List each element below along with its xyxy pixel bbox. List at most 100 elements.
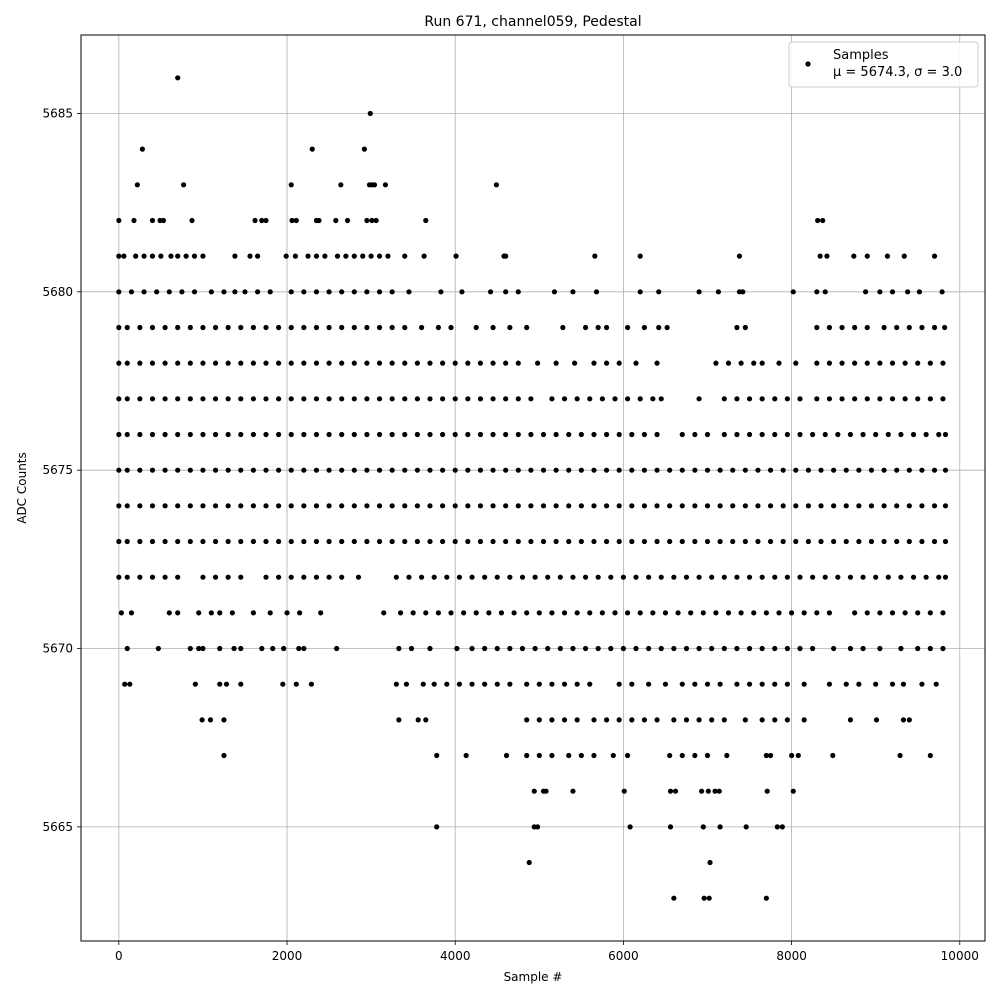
data-point — [667, 467, 673, 473]
data-point — [801, 717, 807, 723]
data-point — [131, 217, 137, 224]
data-point — [221, 717, 227, 723]
data-point — [418, 574, 425, 580]
data-point — [431, 681, 437, 687]
data-point — [503, 467, 509, 473]
data-point — [212, 467, 219, 473]
data-point — [427, 396, 433, 402]
data-point — [308, 681, 315, 687]
data-point — [877, 645, 883, 652]
data-point — [267, 610, 273, 616]
data-point — [814, 324, 820, 331]
data-point — [259, 217, 265, 224]
data-point — [440, 396, 446, 402]
y-axis-label: ADC Counts — [15, 452, 29, 524]
data-point — [465, 467, 471, 473]
data-point — [301, 645, 307, 652]
data-point — [915, 645, 921, 652]
data-point — [549, 717, 555, 723]
data-point — [351, 503, 357, 509]
data-point — [616, 717, 622, 723]
data-point — [124, 431, 130, 438]
data-point — [650, 396, 656, 402]
legend-stats: μ = 5674.3, σ = 3.0 — [833, 65, 962, 80]
data-point — [679, 752, 685, 759]
data-point — [898, 645, 904, 652]
data-point — [284, 610, 290, 616]
data-point — [919, 503, 925, 509]
data-point — [763, 610, 769, 616]
data-point — [805, 538, 812, 545]
data-point — [860, 431, 866, 438]
data-point — [414, 360, 420, 366]
data-point — [364, 324, 370, 331]
data-point — [822, 574, 828, 580]
data-point — [212, 503, 219, 509]
data-point — [587, 681, 593, 687]
data-point — [927, 752, 933, 759]
data-point — [490, 396, 496, 402]
data-point — [730, 503, 736, 509]
data-point — [371, 182, 378, 188]
data-point — [339, 431, 345, 438]
data-point — [427, 360, 433, 366]
data-point — [767, 503, 774, 509]
data-point — [393, 574, 399, 580]
data-point — [116, 217, 122, 224]
data-point — [772, 681, 778, 687]
data-point — [578, 538, 584, 545]
data-point — [200, 503, 206, 509]
data-point — [339, 503, 345, 509]
data-point — [364, 360, 370, 366]
data-point — [675, 610, 681, 616]
data-point — [616, 431, 622, 438]
data-point — [276, 396, 282, 402]
data-point — [389, 289, 395, 295]
data-point — [566, 503, 572, 509]
data-point — [232, 253, 238, 259]
data-point — [629, 467, 635, 473]
data-point — [578, 752, 584, 759]
data-point — [503, 360, 509, 366]
data-point — [389, 360, 395, 366]
data-point — [746, 431, 753, 438]
x-tick-label: 8000 — [776, 949, 807, 963]
data-point — [293, 681, 299, 687]
data-point — [187, 396, 193, 402]
data-point — [884, 253, 891, 259]
data-point — [444, 574, 450, 580]
data-point — [196, 645, 202, 652]
data-point — [212, 538, 219, 545]
data-point — [528, 431, 534, 438]
y-tick-label: 5665 — [42, 820, 73, 834]
data-point — [334, 645, 340, 652]
data-point — [862, 289, 869, 295]
data-point — [742, 538, 748, 545]
data-point — [561, 681, 568, 687]
data-point — [790, 788, 796, 794]
data-point — [381, 610, 387, 616]
data-point — [788, 610, 795, 616]
data-point — [482, 574, 488, 580]
data-point — [461, 610, 467, 616]
data-point — [764, 788, 770, 794]
data-point — [910, 574, 917, 580]
data-point — [582, 324, 589, 331]
data-point — [566, 431, 572, 438]
data-point — [477, 431, 484, 438]
data-point — [851, 253, 857, 259]
data-point — [490, 360, 496, 366]
data-point — [826, 610, 833, 616]
data-point — [864, 360, 870, 366]
data-point — [263, 431, 269, 438]
data-point — [326, 467, 332, 473]
data-point — [477, 467, 484, 473]
y-tick-label: 5670 — [42, 642, 73, 656]
legend-marker — [805, 61, 811, 67]
data-point — [784, 574, 790, 580]
data-point — [452, 538, 458, 545]
x-tick-label: 10000 — [941, 949, 979, 963]
data-point — [696, 717, 702, 723]
data-point — [603, 360, 610, 366]
data-point — [376, 289, 383, 295]
